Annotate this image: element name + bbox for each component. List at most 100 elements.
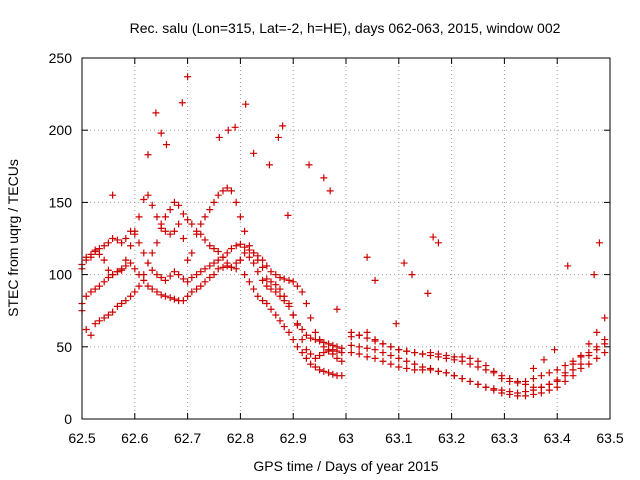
y-tick-label: 50 bbox=[56, 339, 72, 355]
data-point bbox=[184, 292, 192, 300]
data-point bbox=[231, 123, 239, 131]
data-point bbox=[387, 351, 395, 359]
x-tick-label: 63.1 bbox=[385, 430, 412, 446]
data-point bbox=[593, 354, 601, 362]
data-point bbox=[95, 245, 103, 253]
data-point bbox=[219, 263, 227, 271]
data-point bbox=[188, 273, 196, 281]
data-point bbox=[152, 109, 160, 117]
data-point bbox=[259, 297, 267, 305]
x-tick-label: 62.5 bbox=[68, 430, 95, 446]
data-point bbox=[250, 259, 258, 267]
data-point bbox=[148, 249, 156, 257]
data-point bbox=[131, 230, 139, 238]
data-point bbox=[280, 323, 288, 331]
data-point bbox=[263, 275, 271, 283]
data-point bbox=[215, 133, 223, 141]
x-tick-label: 62.9 bbox=[280, 430, 307, 446]
data-point bbox=[371, 346, 379, 354]
data-point bbox=[206, 262, 214, 270]
data-point bbox=[506, 375, 514, 383]
data-point bbox=[127, 292, 135, 300]
data-point bbox=[188, 288, 196, 296]
data-point bbox=[307, 334, 315, 342]
data-point bbox=[197, 230, 205, 238]
data-point bbox=[400, 259, 408, 267]
data-point bbox=[206, 273, 214, 281]
data-point bbox=[363, 334, 371, 342]
data-point bbox=[184, 73, 192, 81]
data-point bbox=[87, 288, 95, 296]
data-point bbox=[161, 227, 169, 235]
data-point bbox=[302, 331, 310, 339]
data-point bbox=[601, 349, 609, 357]
data-point bbox=[540, 356, 548, 364]
data-point bbox=[285, 328, 293, 336]
data-point bbox=[210, 245, 218, 253]
data-point bbox=[529, 364, 537, 372]
data-point bbox=[197, 282, 205, 290]
data-point bbox=[179, 210, 187, 218]
data-point bbox=[392, 320, 400, 328]
data-point bbox=[104, 239, 112, 247]
data-point bbox=[175, 201, 183, 209]
data-point bbox=[320, 174, 328, 182]
data-point bbox=[307, 314, 315, 322]
data-point bbox=[326, 187, 334, 195]
data-point bbox=[311, 354, 319, 362]
data-point bbox=[140, 196, 148, 204]
data-point bbox=[153, 271, 161, 279]
data-point bbox=[157, 291, 165, 299]
data-point bbox=[379, 357, 387, 365]
data-point bbox=[263, 299, 271, 307]
x-tick-label: 62.6 bbox=[121, 430, 148, 446]
data-point bbox=[474, 380, 482, 388]
data-point bbox=[522, 380, 530, 388]
data-point bbox=[144, 151, 152, 159]
data-point bbox=[223, 249, 231, 257]
data-point bbox=[514, 389, 522, 397]
data-point bbox=[161, 292, 169, 300]
data-point bbox=[371, 276, 379, 284]
data-point bbox=[490, 385, 498, 393]
data-point bbox=[363, 353, 371, 361]
data-point bbox=[263, 262, 271, 270]
data-point bbox=[193, 285, 201, 293]
data-point bbox=[307, 350, 315, 358]
data-point bbox=[379, 340, 387, 348]
data-point bbox=[466, 377, 474, 385]
data-point bbox=[569, 360, 577, 368]
data-point bbox=[250, 149, 258, 157]
data-point bbox=[170, 295, 178, 303]
data-point bbox=[522, 388, 530, 396]
data-point bbox=[442, 354, 450, 362]
data-point bbox=[585, 340, 593, 348]
data-point bbox=[214, 256, 222, 264]
data-point bbox=[551, 346, 559, 354]
data-point bbox=[259, 276, 267, 284]
data-point bbox=[193, 227, 201, 235]
data-point bbox=[193, 271, 201, 279]
data-point bbox=[104, 311, 112, 319]
data-point bbox=[82, 325, 90, 333]
x-tick-label: 62.7 bbox=[174, 430, 201, 446]
data-point bbox=[298, 288, 306, 296]
data-point bbox=[188, 220, 196, 228]
data-point bbox=[302, 354, 310, 362]
y-axis-label: STEC from uqrg / TECUs bbox=[5, 159, 21, 317]
data-point bbox=[245, 246, 253, 254]
data-point bbox=[214, 247, 222, 255]
data-point bbox=[458, 357, 466, 365]
data-point bbox=[201, 265, 209, 273]
data-point bbox=[276, 273, 284, 281]
data-point bbox=[426, 351, 434, 359]
data-point bbox=[537, 383, 545, 391]
data-point bbox=[206, 242, 214, 250]
data-point bbox=[285, 276, 293, 284]
data-point bbox=[338, 344, 346, 352]
data-point bbox=[236, 240, 244, 248]
data-point bbox=[347, 341, 355, 349]
x-tick-label: 63.3 bbox=[491, 430, 518, 446]
x-tick-label: 63.5 bbox=[596, 430, 623, 446]
